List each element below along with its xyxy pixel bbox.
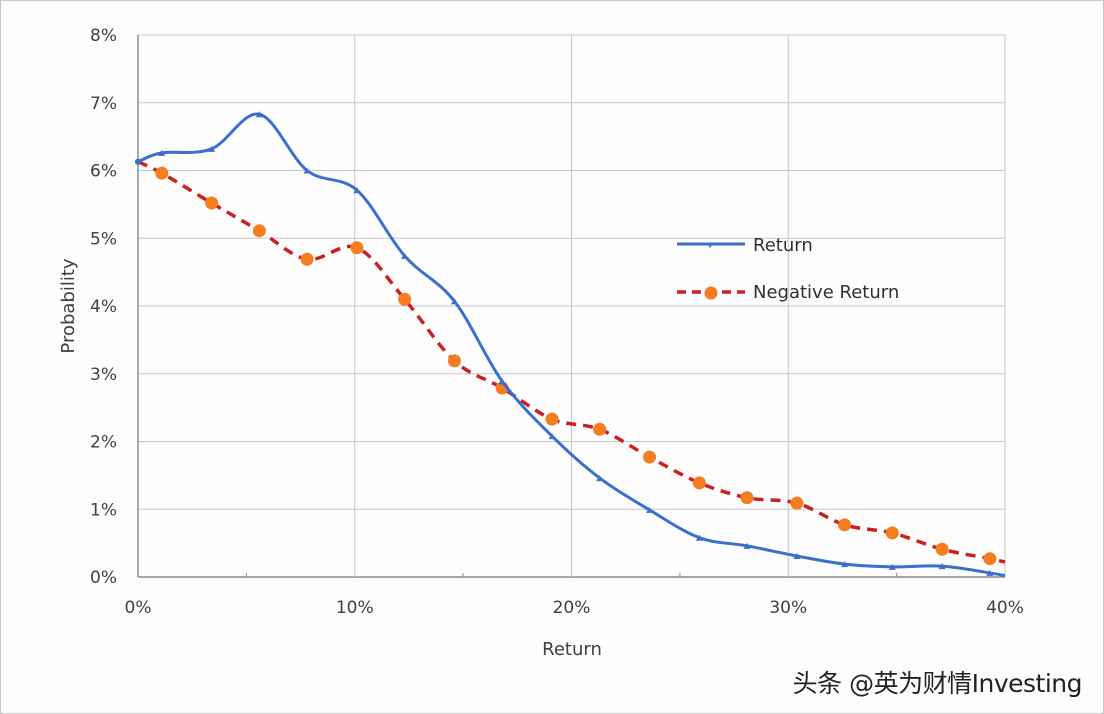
data-point [398, 292, 412, 306]
x-tick-label: 20% [553, 598, 591, 618]
y-tick-label: 1% [90, 500, 117, 520]
data-point [593, 422, 607, 436]
data-point [303, 167, 311, 174]
legend-negative-return-marker-icon [704, 286, 718, 300]
data-point [596, 475, 604, 482]
data-point [300, 252, 314, 266]
data-point [208, 145, 216, 152]
y-tick-label: 3% [90, 365, 117, 385]
data-point [740, 491, 754, 505]
data-point [983, 552, 997, 566]
data-point [135, 158, 141, 165]
x-axis-title: Return [542, 639, 602, 660]
legend-negative-return-label: Negative Return [753, 282, 899, 303]
data-point [646, 506, 654, 513]
data-point [790, 496, 804, 510]
x-tick-label: 30% [769, 598, 807, 618]
x-tick-label: 40% [986, 598, 1024, 618]
y-tick-label: 2% [90, 433, 117, 453]
data-point [353, 187, 361, 194]
data-point [545, 412, 559, 426]
legend-return-label: Return [753, 235, 813, 256]
series-return [135, 111, 1006, 578]
data-point [743, 542, 751, 549]
data-point [401, 252, 409, 259]
data-point [158, 149, 166, 156]
y-tick-label: 7% [90, 94, 117, 114]
y-tick-label: 4% [90, 297, 117, 317]
x-tick-label: 0% [125, 598, 152, 618]
x-tick-label: 10% [336, 598, 374, 618]
data-point [935, 542, 949, 556]
y-tick-label: 5% [90, 229, 117, 249]
data-point [695, 534, 703, 541]
data-point [692, 476, 706, 490]
data-point [155, 166, 169, 180]
data-point [793, 552, 801, 559]
legend: Return Negative Return [677, 235, 899, 303]
data-point [450, 298, 458, 305]
y-axis-ticks: 0% 1% 2% 3% 4% 5% 6% 7% 8% [90, 26, 117, 588]
data-point [885, 526, 899, 540]
series-negative-return [135, 158, 1006, 566]
y-tick-label: 8% [90, 26, 117, 46]
data-point [643, 450, 657, 464]
data-point [447, 354, 461, 368]
legend-return-marker-icon [707, 243, 713, 248]
gridlines [137, 34, 1006, 578]
y-axis-title: Probability [58, 258, 79, 353]
data-series [135, 111, 1006, 578]
data-point [938, 563, 946, 570]
x-axis-ticks: 0% 10% 20% 30% 40% [125, 598, 1024, 618]
data-point [498, 378, 506, 385]
data-point [205, 196, 219, 210]
data-point [841, 561, 849, 568]
y-tick-label: 6% [90, 162, 117, 182]
data-point [252, 224, 266, 238]
data-point [548, 433, 556, 440]
data-point [888, 563, 896, 570]
data-point [838, 518, 852, 532]
data-point [255, 111, 263, 118]
data-point [350, 241, 364, 255]
watermark: 头条 @英为财情Investing [792, 669, 1083, 698]
data-point [986, 569, 994, 576]
y-tick-label: 0% [90, 568, 117, 588]
